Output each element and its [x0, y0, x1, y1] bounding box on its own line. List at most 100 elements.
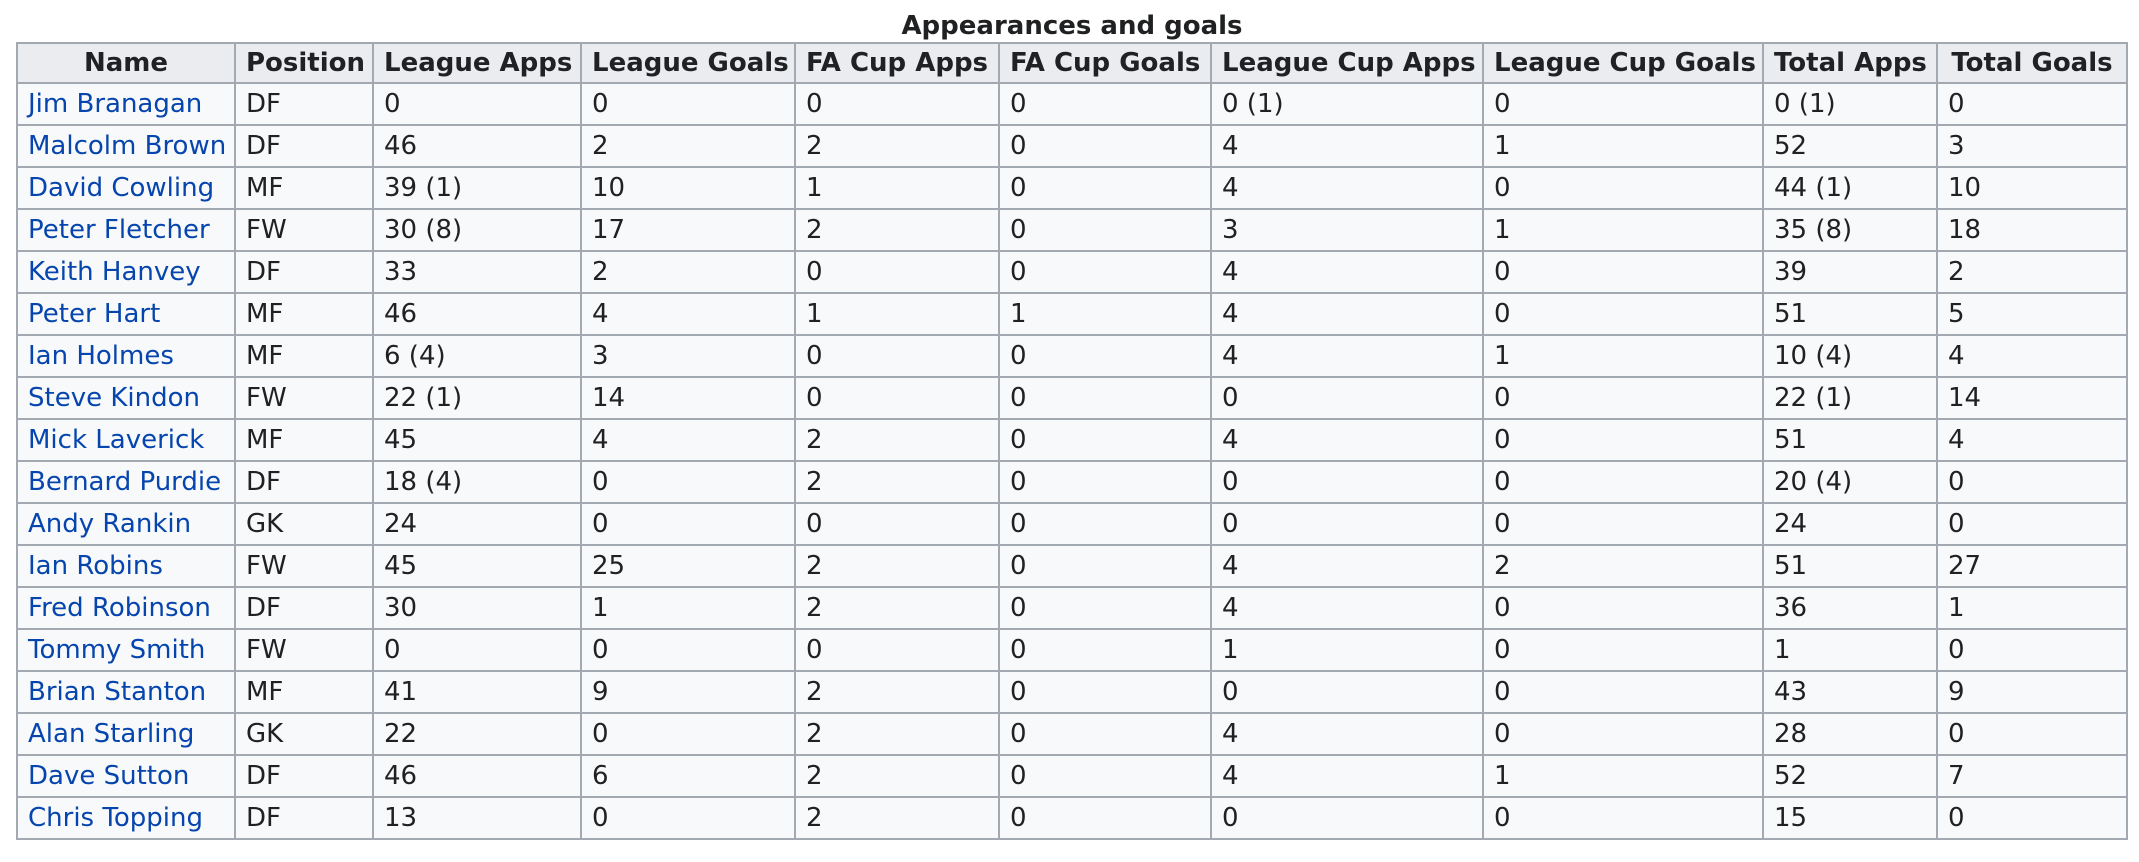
cell-total-goals: 2	[1936, 250, 2128, 294]
cell-league-apps: 41	[372, 670, 582, 714]
cell-fa-cup-apps: 0	[794, 628, 1000, 672]
player-name-link[interactable]: Ian Holmes	[16, 334, 236, 378]
table-row: Alan Starling GK 22 0 2 0 4 0 28 0	[16, 712, 2128, 756]
cell-fa-cup-goals: 0	[998, 376, 1212, 420]
column-header-league-goals[interactable]: League Goals	[580, 42, 796, 84]
cell-league-cup-goals: 0	[1482, 82, 1764, 126]
cell-league-apps: 33	[372, 250, 582, 294]
cell-fa-cup-goals: 1	[998, 292, 1212, 336]
cell-fa-cup-goals: 0	[998, 544, 1212, 588]
cell-league-goals: 4	[580, 418, 796, 462]
cell-league-apps: 30	[372, 586, 582, 630]
cell-fa-cup-apps: 2	[794, 124, 1000, 168]
cell-league-apps: 22	[372, 712, 582, 756]
cell-league-cup-goals: 0	[1482, 670, 1764, 714]
table-row: Fred Robinson DF 30 1 2 0 4 0 36 1	[16, 586, 2128, 630]
cell-league-apps: 46	[372, 124, 582, 168]
cell-total-goals: 10	[1936, 166, 2128, 210]
cell-fa-cup-apps: 0	[794, 250, 1000, 294]
cell-league-goals: 3	[580, 334, 796, 378]
cell-fa-cup-goals: 0	[998, 334, 1212, 378]
column-header-total-apps[interactable]: Total Apps	[1762, 42, 1938, 84]
player-name-link[interactable]: Malcolm Brown	[16, 124, 236, 168]
player-name-link[interactable]: Keith Hanvey	[16, 250, 236, 294]
cell-league-goals: 2	[580, 124, 796, 168]
cell-league-cup-goals: 1	[1482, 124, 1764, 168]
cell-total-goals: 14	[1936, 376, 2128, 420]
cell-league-cup-apps: 4	[1210, 250, 1484, 294]
cell-fa-cup-apps: 0	[794, 502, 1000, 546]
player-name-link[interactable]: Andy Rankin	[16, 502, 236, 546]
cell-fa-cup-goals: 0	[998, 460, 1212, 504]
player-name-link[interactable]: Jim Branagan	[16, 82, 236, 126]
player-name-link[interactable]: Mick Laverick	[16, 418, 236, 462]
player-name-link[interactable]: Fred Robinson	[16, 586, 236, 630]
table-row: Jim Branagan DF 0 0 0 0 0 (1) 0 0 (1) 0	[16, 82, 2128, 126]
table-row: Brian Stanton MF 41 9 2 0 0 0 43 9	[16, 670, 2128, 714]
cell-fa-cup-goals: 0	[998, 82, 1212, 126]
column-header-league-cup-goals[interactable]: League Cup Goals	[1482, 42, 1764, 84]
cell-league-cup-goals: 0	[1482, 586, 1764, 630]
player-name-link[interactable]: Tommy Smith	[16, 628, 236, 672]
cell-league-cup-goals: 1	[1482, 754, 1764, 798]
cell-league-goals: 0	[580, 712, 796, 756]
cell-league-cup-goals: 0	[1482, 376, 1764, 420]
cell-fa-cup-goals: 0	[998, 712, 1212, 756]
cell-total-apps: 0 (1)	[1762, 82, 1938, 126]
player-name-link[interactable]: Brian Stanton	[16, 670, 236, 714]
cell-fa-cup-goals: 0	[998, 586, 1212, 630]
table-row: Peter Hart MF 46 4 1 1 4 0 51 5	[16, 292, 2128, 336]
player-name-link[interactable]: Ian Robins	[16, 544, 236, 588]
cell-total-goals: 0	[1936, 502, 2128, 546]
cell-league-cup-goals: 1	[1482, 208, 1764, 252]
cell-fa-cup-apps: 2	[794, 796, 1000, 840]
cell-total-apps: 36	[1762, 586, 1938, 630]
cell-league-cup-goals: 2	[1482, 544, 1764, 588]
cell-fa-cup-goals: 0	[998, 670, 1212, 714]
column-header-fa-cup-goals[interactable]: FA Cup Goals	[998, 42, 1212, 84]
player-name-link[interactable]: Peter Fletcher	[16, 208, 236, 252]
cell-league-goals: 6	[580, 754, 796, 798]
player-name-link[interactable]: David Cowling	[16, 166, 236, 210]
player-name-link[interactable]: Steve Kindon	[16, 376, 236, 420]
column-header-name[interactable]: Name	[16, 42, 236, 84]
cell-total-apps: 20 (4)	[1762, 460, 1938, 504]
cell-fa-cup-goals: 0	[998, 796, 1212, 840]
cell-league-goals: 0	[580, 460, 796, 504]
player-name-link[interactable]: Chris Topping	[16, 796, 236, 840]
cell-position: MF	[234, 670, 374, 714]
cell-total-apps: 28	[1762, 712, 1938, 756]
cell-fa-cup-apps: 2	[794, 754, 1000, 798]
column-header-position[interactable]: Position	[234, 42, 374, 84]
cell-league-cup-apps: 0	[1210, 670, 1484, 714]
appearances-table: Name Position League Apps League Goals F…	[16, 42, 2128, 840]
cell-position: FW	[234, 628, 374, 672]
player-name-link[interactable]: Alan Starling	[16, 712, 236, 756]
cell-league-goals: 0	[580, 82, 796, 126]
cell-league-cup-apps: 4	[1210, 124, 1484, 168]
column-header-league-cup-apps[interactable]: League Cup Apps	[1210, 42, 1484, 84]
cell-league-cup-apps: 4	[1210, 586, 1484, 630]
cell-league-cup-goals: 0	[1482, 502, 1764, 546]
cell-position: GK	[234, 502, 374, 546]
table-row: Chris Topping DF 13 0 2 0 0 0 15 0	[16, 796, 2128, 840]
cell-position: DF	[234, 460, 374, 504]
header-row: Name Position League Apps League Goals F…	[16, 42, 2128, 84]
cell-position: MF	[234, 166, 374, 210]
cell-league-cup-goals: 1	[1482, 334, 1764, 378]
column-header-total-goals[interactable]: Total Goals	[1936, 42, 2128, 84]
cell-total-apps: 35 (8)	[1762, 208, 1938, 252]
cell-league-cup-goals: 0	[1482, 460, 1764, 504]
player-name-link[interactable]: Dave Sutton	[16, 754, 236, 798]
cell-fa-cup-apps: 1	[794, 292, 1000, 336]
player-name-link[interactable]: Peter Hart	[16, 292, 236, 336]
column-header-fa-cup-apps[interactable]: FA Cup Apps	[794, 42, 1000, 84]
cell-total-apps: 39	[1762, 250, 1938, 294]
cell-league-cup-apps: 0	[1210, 460, 1484, 504]
cell-fa-cup-goals: 0	[998, 754, 1212, 798]
cell-fa-cup-goals: 0	[998, 166, 1212, 210]
column-header-league-apps[interactable]: League Apps	[372, 42, 582, 84]
cell-league-cup-goals: 0	[1482, 250, 1764, 294]
player-name-link[interactable]: Bernard Purdie	[16, 460, 236, 504]
cell-total-goals: 0	[1936, 460, 2128, 504]
